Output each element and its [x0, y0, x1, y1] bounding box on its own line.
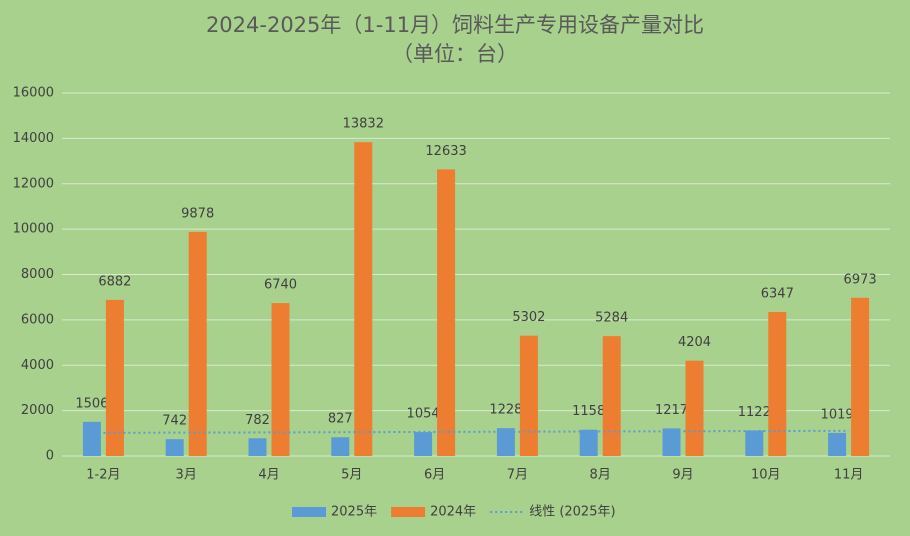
data-label: 1122 — [738, 405, 771, 420]
legend-label: 2025年 — [331, 505, 377, 520]
bar — [437, 169, 456, 457]
data-label: 1228 — [489, 403, 522, 418]
data-label: 1158 — [572, 404, 605, 419]
legend-swatch — [292, 507, 326, 517]
y-tick-label: 4000 — [21, 358, 54, 373]
chart-title: 2024-2025年（1-11月）饲料生产专用设备产量对比 — [206, 13, 704, 37]
data-label: 6347 — [761, 287, 794, 302]
data-label: 13832 — [343, 117, 384, 132]
x-tick-label: 4月 — [258, 468, 279, 483]
data-label: 1054 — [407, 407, 440, 422]
y-tick-label: 14000 — [13, 131, 54, 146]
data-label: 742 — [162, 414, 187, 429]
bar — [414, 432, 433, 456]
y-tick-label: 10000 — [13, 222, 54, 237]
x-tick-label: 6月 — [424, 468, 445, 483]
bar — [105, 299, 124, 456]
x-tick-label: 1-2月 — [86, 468, 120, 483]
data-label: 1019 — [821, 407, 854, 422]
bar — [768, 312, 787, 456]
y-tick-label: 0 — [46, 449, 54, 464]
data-label: 1217 — [655, 403, 688, 418]
bar — [519, 335, 538, 456]
x-tick-label: 5月 — [341, 468, 362, 483]
data-label: 12633 — [425, 144, 466, 159]
legend-label: 线性 (2025年) — [529, 505, 615, 520]
data-label: 6973 — [844, 272, 877, 287]
bar — [82, 421, 101, 456]
x-tick-label: 10月 — [751, 468, 781, 483]
bar — [188, 231, 207, 456]
x-tick-label: 3月 — [176, 468, 197, 483]
bar — [745, 430, 764, 456]
data-label: 827 — [328, 412, 353, 427]
legend-swatch — [391, 507, 426, 517]
legend-label: 2024年 — [430, 505, 476, 520]
x-tick-label: 8月 — [590, 468, 611, 483]
x-tick-label: 9月 — [672, 468, 693, 483]
y-tick-label: 16000 — [13, 86, 54, 101]
chart-subtitle: （单位：台） — [392, 42, 518, 66]
data-label: 4204 — [678, 335, 711, 350]
x-tick-label: 11月 — [834, 468, 864, 483]
data-label: 782 — [245, 413, 270, 428]
y-tick-label: 8000 — [21, 267, 54, 282]
bar — [331, 437, 350, 456]
bar — [579, 429, 598, 456]
y-tick-label: 6000 — [21, 312, 54, 327]
bar — [851, 297, 870, 456]
y-tick-label: 2000 — [21, 403, 54, 418]
bar — [496, 428, 515, 456]
bar — [165, 439, 184, 456]
bar — [685, 360, 704, 456]
data-label: 9878 — [181, 206, 214, 221]
y-tick-label: 12000 — [13, 176, 54, 191]
x-tick-label: 7月 — [507, 468, 528, 483]
bar — [662, 428, 681, 456]
data-label: 6740 — [264, 278, 297, 293]
bar — [602, 336, 621, 456]
data-label: 5284 — [595, 311, 628, 326]
bar — [271, 303, 290, 456]
bar — [354, 142, 373, 456]
data-label: 6882 — [98, 274, 131, 289]
trend-line — [103, 429, 849, 434]
data-label: 1506 — [75, 396, 108, 411]
data-label: 5302 — [512, 310, 545, 325]
bar — [248, 438, 267, 456]
bar — [828, 432, 847, 456]
